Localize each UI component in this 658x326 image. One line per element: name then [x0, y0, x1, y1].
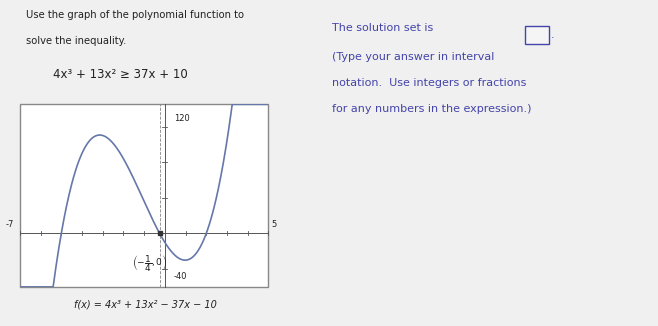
Text: -7: -7: [5, 219, 14, 229]
Text: The solution set is: The solution set is: [332, 23, 433, 33]
Bar: [20, 104, 268, 287]
Text: notation.  Use integers or fractions: notation. Use integers or fractions: [332, 78, 526, 88]
Text: 120: 120: [174, 114, 190, 123]
Text: 5: 5: [271, 219, 276, 229]
Text: for any numbers in the expression.): for any numbers in the expression.): [332, 104, 532, 114]
Text: f(x) = 4x³ + 13x² − 37x − 10: f(x) = 4x³ + 13x² − 37x − 10: [74, 300, 217, 310]
Text: solve the inequality.: solve the inequality.: [26, 36, 126, 46]
Bar: [524, 26, 549, 44]
Text: .: .: [551, 30, 555, 40]
Text: -40: -40: [174, 272, 188, 281]
Text: $\!\left(-\dfrac{1}{4},0\right)$: $\!\left(-\dfrac{1}{4},0\right)$: [134, 253, 168, 274]
Text: 4x³ + 13x² ≥ 37x + 10: 4x³ + 13x² ≥ 37x + 10: [53, 68, 188, 82]
Text: (Type your answer in interval: (Type your answer in interval: [332, 52, 494, 62]
Text: Use the graph of the polynomial function to: Use the graph of the polynomial function…: [26, 10, 244, 20]
